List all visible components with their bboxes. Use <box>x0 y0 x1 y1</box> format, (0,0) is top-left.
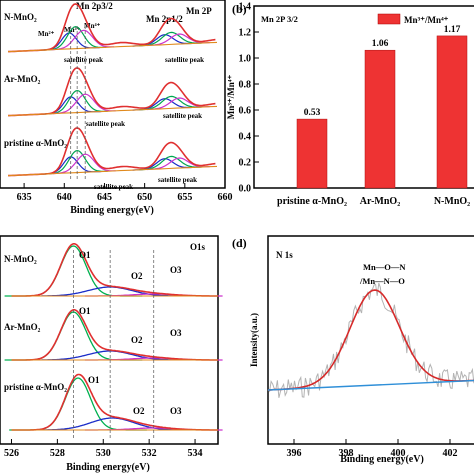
panel-c-o2-label-1: O2 <box>131 271 143 281</box>
panel-c-sample-3: pristine α-MnO₂ <box>4 382 67 392</box>
panel-a-mn2p-spectra: Mn 2P Mn 2p3/2 Mn 2p1/2 N-MnO₂ Ar-MnO₂ p… <box>0 0 233 216</box>
panel-c-xtick-label-3: 532 <box>142 448 157 459</box>
panel-a-mn3plus-label: Mn³⁺ <box>64 26 81 34</box>
panel-a-xtick-label-4: 655 <box>177 192 192 203</box>
panel-d-annotation-2: /Mn—N—O <box>359 276 405 286</box>
panel-d-xlabel: Binding energy(eV) <box>340 454 424 465</box>
panel-a-sample-1: N-MnO₂ <box>4 12 37 22</box>
panel-b-legend-label: Mn³⁺/Mn⁴⁺ <box>404 15 449 25</box>
panel-a-sample-2: Ar-MnO₂ <box>4 74 41 84</box>
panel-c-o3-label-3: O3 <box>170 406 182 416</box>
panel-c-xtick-label-2: 530 <box>96 448 111 459</box>
panel-c-xlabel: Binding energy(eV) <box>66 462 150 473</box>
panel-a-satellite-3: satellite peak <box>86 120 125 128</box>
panel-c-xtick-label-0: 526 <box>4 448 19 459</box>
panel-c-xtick-label-1: 528 <box>50 448 65 459</box>
panel-b-ytick-label-7: 1.4 <box>239 2 252 13</box>
panel-a-mn2p32-label: Mn 2p3/2 <box>76 1 113 11</box>
panel-b-ytick-label-3: 0.6 <box>239 106 252 117</box>
panel-d-subtitle: N 1s <box>276 250 293 260</box>
panel-c-xtick-label-4: 534 <box>188 448 203 459</box>
panel-a-envelope-0 <box>8 3 216 53</box>
panel-c-o1-label-1: O1 <box>79 250 91 260</box>
panel-b-ytick-label-4: 0.8 <box>239 80 252 91</box>
panel-a-satellite-1: satellite peak <box>64 56 103 64</box>
panel-c-o2-label-2: O2 <box>131 335 143 345</box>
panel-c-sample-1: N-MnO₂ <box>4 254 37 264</box>
panel-d-n1s-spectrum: (d) N 1s Mn—O—N /Mn—N—O Intensity(a.u.) … <box>232 235 474 465</box>
panel-c-o1-label-2: O1 <box>79 306 91 316</box>
panel-c-envelope-0 <box>11 243 218 297</box>
panel-a-satellite-5: satellite peak <box>94 183 133 191</box>
panel-b-category-label-0: pristine α-MnO₂ <box>277 196 347 207</box>
panel-a-background-2 <box>7 165 218 177</box>
panel-c-component-2-1 <box>43 417 182 431</box>
panel-a-component-2-2 <box>52 153 116 175</box>
panel-c-frame <box>0 235 219 445</box>
panel-b-ytick-label-6: 1.2 <box>239 28 252 39</box>
panel-a-envelope-2 <box>8 127 216 177</box>
panel-a-xlabel: Binding energy(eV) <box>70 205 154 216</box>
panel-d-xtick-label-0: 396 <box>287 448 302 459</box>
panel-a-mn2p12-label: Mn 2p1/2 <box>146 14 183 24</box>
panel-b-bar-1 <box>364 49 396 189</box>
panel-b-category-label-2: N-MnO₂ <box>434 196 470 207</box>
panel-c-sample-2: Ar-MnO₂ <box>4 322 41 332</box>
panel-d-xtick-label-2: 400 <box>391 448 406 459</box>
panel-b-category-label-1: Ar-MnO₂ <box>360 196 400 207</box>
panel-a-component-1-2 <box>52 93 116 115</box>
panel-a-background-0 <box>7 41 218 53</box>
panel-a-background-1 <box>7 105 218 117</box>
panel-d-xtick-label-3: 402 <box>443 448 458 459</box>
panel-a-title: Mn 2P <box>186 6 212 16</box>
panel-b-value-label-1: 1.06 <box>372 39 389 49</box>
panel-c-envelope-1 <box>11 309 218 361</box>
panel-b-subtitle: Mn 2P 3/2 <box>261 14 298 24</box>
panel-a-satellite-6: satellite peak <box>158 176 197 184</box>
panel-b-ytick-label-0: 0.0 <box>239 184 252 195</box>
panel-c-o2-label-3: O2 <box>133 406 145 416</box>
panel-a-xtick-label-1: 640 <box>57 192 72 203</box>
panel-d-background <box>267 379 474 391</box>
panel-a-sample-3: pristine α-MnO₂ <box>4 138 67 148</box>
panel-a-xtick-label-3: 650 <box>137 192 152 203</box>
panel-b-bar-2 <box>436 35 468 189</box>
panel-d-raw-spectrum <box>267 282 474 398</box>
panel-c-o3-label-2: O3 <box>170 328 182 338</box>
panel-d-xtick-label-1: 398 <box>339 448 354 459</box>
panel-c-o3-label-1: O3 <box>170 265 182 275</box>
panel-b-value-label-2: 1.17 <box>444 25 461 35</box>
panel-d-frame <box>267 235 474 445</box>
panel-c-title: O1s <box>190 242 206 252</box>
panel-a-xtick-label-0: 635 <box>17 192 32 203</box>
panel-b-ytick-label-2: 0.4 <box>239 132 252 143</box>
panel-a-satellite-2: satellite peak <box>165 56 204 64</box>
panel-a-xtick-label-5: 660 <box>218 192 233 203</box>
panel-b-value-label-0: 0.53 <box>304 108 321 118</box>
panel-b-ytick-label-1: 0.2 <box>239 158 252 169</box>
panel-d-ylabel: Intensity(a.u.) <box>249 313 259 367</box>
panel-a-frame <box>0 0 226 189</box>
panel-b-ratio-bars: (b) Mn 2P 3/2 Mn³⁺/Mn⁴⁺ Mn³⁺/Mn⁴⁺ 0.0 0.2… <box>226 2 474 207</box>
panel-a-mn2plus-label: Mn²⁺ <box>38 30 55 38</box>
panel-a-xtick-label-2: 645 <box>97 192 112 203</box>
panel-c-o1-label-3: O1 <box>88 375 100 385</box>
panel-a-component-0-2 <box>51 29 115 51</box>
panel-c-o1s-spectra: O1s N-MnO₂ Ar-MnO₂ pristine α-MnO₂ 526 52… <box>0 235 223 473</box>
panel-d-fit-curve <box>267 289 474 391</box>
panel-c-envelope-2 <box>11 373 218 431</box>
panel-d-annotation-1: Mn—O—N <box>363 262 406 272</box>
panel-a-satellite-4: satellite peak <box>163 112 202 120</box>
panel-b-letter: (b) <box>232 2 247 16</box>
panel-d-letter: (d) <box>232 236 247 250</box>
panel-b-legend-swatch <box>377 13 401 25</box>
panel-a-mn4plus-label: Mn⁴⁺ <box>84 22 101 30</box>
panel-b-ytick-label-5: 1.0 <box>239 54 252 65</box>
panel-b-ylabel: Mn³⁺/Mn⁴⁺ <box>226 75 236 120</box>
panel-b-bar-0 <box>296 118 328 189</box>
